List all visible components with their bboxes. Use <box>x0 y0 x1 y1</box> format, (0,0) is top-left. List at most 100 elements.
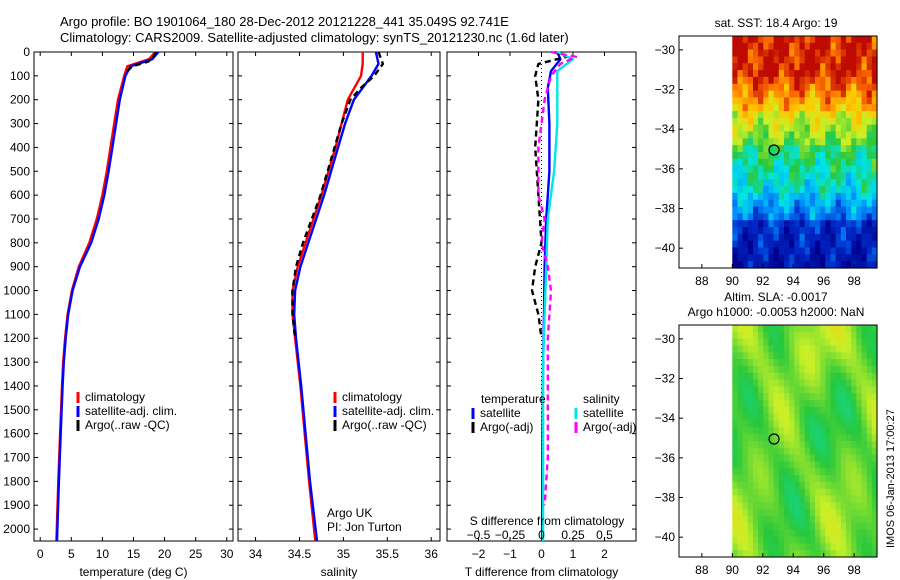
map-cell <box>830 233 837 242</box>
map-cell <box>773 70 780 78</box>
map-cell <box>809 104 816 112</box>
map-cell <box>768 42 775 51</box>
map-cell <box>778 104 785 112</box>
map-cell <box>856 111 863 119</box>
map-cell <box>737 233 744 242</box>
map-cell <box>866 70 873 78</box>
map-cell <box>804 131 811 139</box>
map-cell <box>856 481 863 490</box>
map-cell <box>768 179 775 187</box>
map-cell <box>809 56 816 64</box>
map-cell <box>851 49 857 57</box>
map-cell <box>856 325 863 333</box>
map-cell <box>856 502 863 510</box>
map-cell <box>747 461 754 469</box>
map-cell <box>825 454 832 462</box>
map-cell <box>794 481 801 490</box>
map-cell <box>866 97 873 105</box>
map-cell <box>809 427 816 435</box>
map-cell <box>866 379 873 387</box>
x-tick-label: 36 <box>425 547 439 561</box>
map-cell <box>861 481 868 490</box>
argo-location-marker <box>768 144 780 156</box>
map-cell <box>825 36 832 44</box>
map-cell <box>778 386 785 394</box>
map-cell <box>825 199 832 208</box>
map-cell <box>851 529 857 538</box>
map-cell <box>763 56 770 64</box>
depth-tick-label: 1100 <box>4 307 30 321</box>
map-cell <box>763 145 770 153</box>
map-cell <box>804 338 811 346</box>
map-cell <box>866 42 873 51</box>
map-cell <box>732 206 739 214</box>
map-cell <box>825 165 832 173</box>
map-cell <box>861 331 868 340</box>
map-cell <box>732 158 739 167</box>
map-cell <box>820 434 826 442</box>
map-cell <box>809 76 816 85</box>
x2-axis-label: S difference from climatology <box>470 514 625 528</box>
map-cell <box>758 365 764 374</box>
map-cell <box>851 227 857 235</box>
map-cell <box>861 138 868 146</box>
map-cell <box>866 352 873 360</box>
legend-label-1: satellite-adj. clim. <box>342 404 434 418</box>
map-cell <box>851 111 857 119</box>
map-cell <box>809 338 816 346</box>
map-cell <box>825 227 832 235</box>
map-cell <box>758 461 764 469</box>
map-cell <box>815 179 821 187</box>
map-cell <box>758 56 764 64</box>
map-cell <box>747 434 754 442</box>
series-line-3 <box>537 50 578 506</box>
map-cell <box>747 152 754 160</box>
map-cell <box>758 454 764 462</box>
map-cell <box>799 111 806 119</box>
map-cell <box>784 352 790 360</box>
map-cell <box>742 454 749 462</box>
map-cell <box>846 220 852 228</box>
map-cell <box>753 56 759 64</box>
map-cell <box>846 345 852 353</box>
map-cell <box>856 56 863 64</box>
map-cell <box>866 413 873 422</box>
map-cell <box>856 365 863 374</box>
map-cell <box>789 76 795 85</box>
map-cell <box>773 56 780 64</box>
map-cell <box>784 420 790 428</box>
map-cell <box>871 468 878 476</box>
map-cell <box>840 447 847 456</box>
map-cell <box>830 83 837 92</box>
map-cell <box>871 536 878 544</box>
map-cell <box>758 254 764 262</box>
map-cell <box>794 227 801 235</box>
map-cell <box>835 186 842 194</box>
map-cell <box>784 199 790 208</box>
map-cell <box>799 152 806 160</box>
map-cell <box>773 386 780 394</box>
map-cell <box>830 352 837 360</box>
map-cell <box>866 104 873 112</box>
map-cell <box>815 338 821 346</box>
map-cell <box>861 104 868 112</box>
map-cell <box>830 345 837 353</box>
map-cell <box>861 400 868 408</box>
map-cell <box>851 338 857 346</box>
map-cell <box>753 220 759 228</box>
map-cell <box>799 359 806 367</box>
map-cell <box>851 199 857 208</box>
map-cell <box>732 413 739 422</box>
map-cell <box>809 550 816 558</box>
map-cell <box>773 220 780 228</box>
map-cell <box>846 70 852 78</box>
map-cell <box>835 111 842 119</box>
map-cell <box>758 393 764 401</box>
map-cell <box>773 550 780 558</box>
map-cell <box>809 261 816 269</box>
map-cell <box>825 536 832 544</box>
map-cell <box>871 165 878 173</box>
map-cell <box>758 233 764 242</box>
map-cell <box>866 475 873 483</box>
depth-tick-label: 0 <box>23 45 30 59</box>
